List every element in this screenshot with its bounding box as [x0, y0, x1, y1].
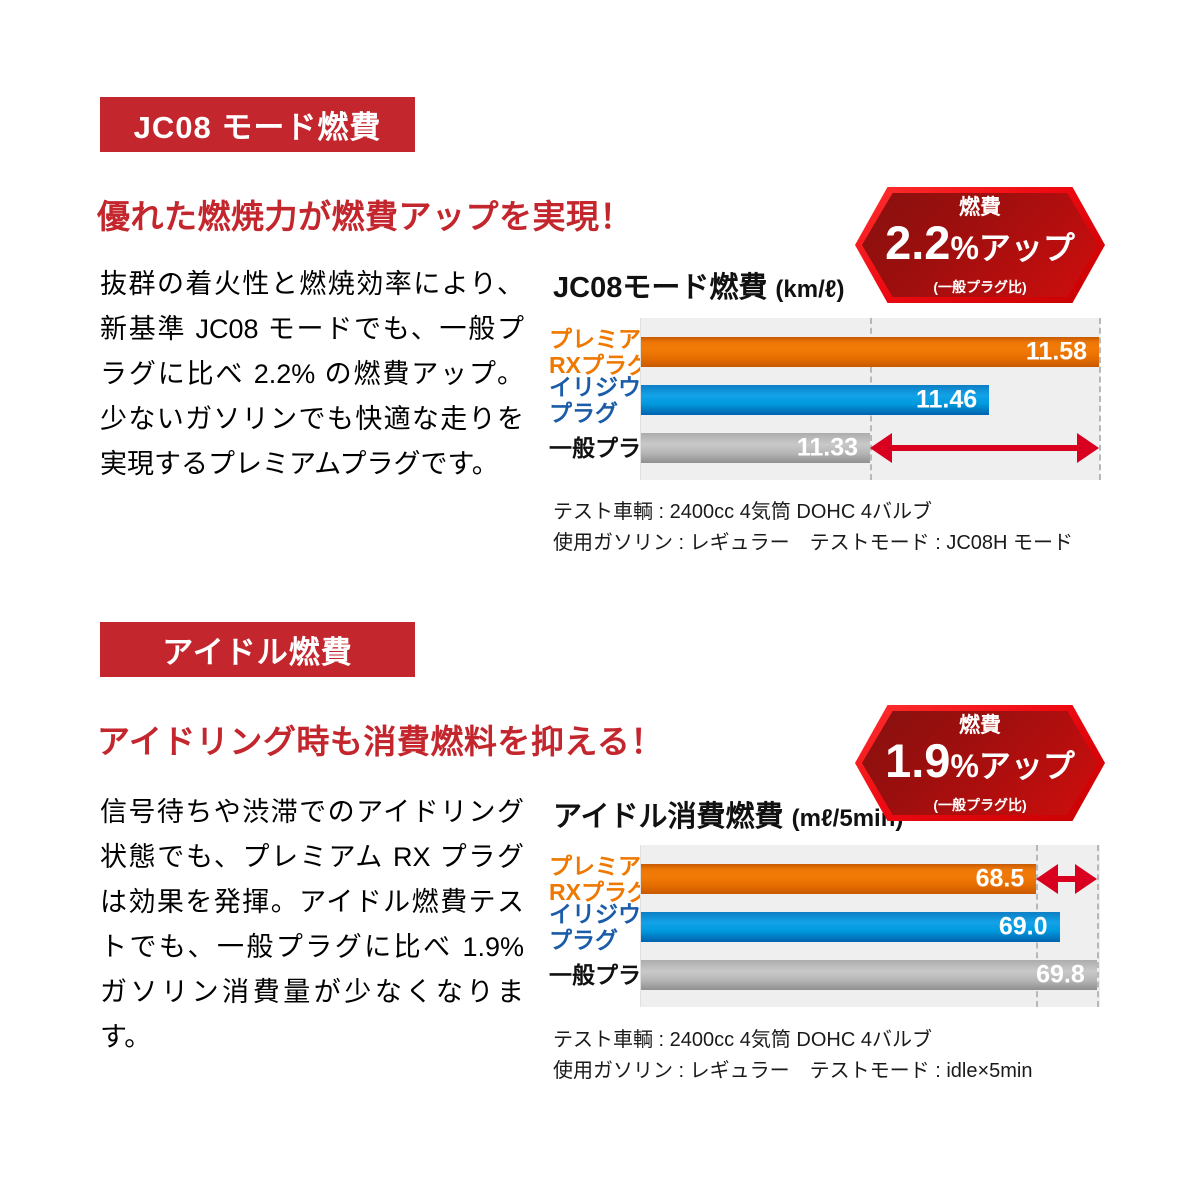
test-notes: テスト車輌 : 2400cc 4気筒 DOHC 4バルブ使用ガソリン : レギュ…: [553, 497, 1073, 559]
comparison-arrow-part: [1077, 433, 1100, 463]
bar-value: 11.33: [796, 433, 859, 462]
section-headline: 優れた燃焼力が燃費アップを実現！: [97, 198, 633, 235]
section-body-text: 信号待ちや渋滞でのアイドリング状態でも、プレミアム RX プラグは効果を発揮。ア…: [100, 797, 524, 1052]
fuel-up-badge: 燃費 1.9%アップ (一般プラグ比): [855, 705, 1105, 821]
section-headline: アイドリング時も消費燃料を抑える！: [97, 723, 664, 760]
bar-プレミアムRXプラグ: 11.58: [641, 337, 1100, 367]
comparison-arrow: [870, 433, 1100, 463]
bar-イリジウムプラグ: 69.0: [641, 912, 1060, 942]
bar-value: 11.58: [1025, 337, 1088, 366]
guide-line: [1099, 318, 1102, 480]
bar-一般プラグ: 69.8: [641, 960, 1097, 990]
comparison-arrow: [1036, 864, 1097, 894]
test-note-line: 使用ガソリン : レギュラー テストモード : JC08H モード: [553, 532, 1074, 554]
test-notes: テスト車輌 : 2400cc 4気筒 DOHC 4バルブ使用ガソリン : レギュ…: [553, 1025, 1033, 1087]
badge-percent-suffix: %アップ: [950, 747, 1075, 784]
badge-percent-value: 1.9: [885, 733, 951, 787]
test-note-line: 使用ガソリン : レギュラー テストモード : idle×5min: [553, 1060, 1033, 1082]
badge-note: (一般プラグ比): [933, 796, 1027, 813]
comparison-arrow-part: [870, 433, 893, 463]
badge-note: (一般プラグ比): [933, 278, 1027, 295]
section-banner-idle: アイドル燃費: [100, 622, 415, 677]
bar-イリジウムプラグ: 11.46: [641, 385, 990, 415]
bar-value: 11.46: [915, 385, 978, 414]
comparison-arrow-part: [1050, 876, 1083, 882]
bar-一般プラグ: 11.33: [641, 433, 871, 463]
section-body-text: 抜群の着火性と燃焼効率により、新基準 JC08 モードでも、一般プラグに比べ 2…: [100, 269, 524, 479]
bar-chart-labels: プレミアム RXプラグ イリジウム プラグ 一般プラグ: [549, 318, 664, 480]
fuel-up-badge: 燃費 2.2%アップ (一般プラグ比): [855, 187, 1105, 303]
badge-value-line: 2.2%アップ: [885, 215, 1075, 279]
test-note-line: テスト車輌 : 2400cc 4気筒 DOHC 4バルブ: [553, 1029, 932, 1051]
chart-unit: (km/ℓ): [775, 276, 845, 303]
bar-chart: 11.58 11.46 11.33: [640, 318, 1102, 480]
guide-line: [1096, 845, 1099, 1007]
bar-chart: 68.5 69.0 69.8: [640, 845, 1100, 1007]
comparison-arrow-part: [1074, 864, 1097, 894]
section-banner-jc08: JC08 モード燃費: [100, 97, 415, 152]
badge-label: 燃費: [959, 195, 1001, 219]
chart-title: アイドル消費燃費 (mℓ/5min): [553, 793, 903, 835]
bar-chart-labels: プレミアム RXプラグ イリジウム プラグ 一般プラグ: [549, 845, 664, 1007]
badge-label: 燃費: [959, 713, 1001, 737]
badge-percent-value: 2.2: [885, 215, 951, 269]
chart-title-text: JC08モード燃費: [553, 272, 776, 304]
fuel-up-badge-inner: 燃費 1.9%アップ (一般プラグ比): [862, 711, 1098, 815]
badge-value-line: 1.9%アップ: [885, 733, 1075, 797]
fuel-up-badge-inner: 燃費 2.2%アップ (一般プラグ比): [862, 193, 1098, 297]
badge-percent-suffix: %アップ: [950, 229, 1075, 266]
comparison-arrow-part: [884, 445, 1086, 451]
bar-value: 69.0: [998, 912, 1048, 941]
bar-value: 68.5: [975, 864, 1025, 893]
comparison-arrow-part: [1036, 864, 1059, 894]
chart-title: JC08モード燃費 (km/ℓ): [553, 264, 844, 306]
bar-value: 69.8: [1036, 960, 1085, 989]
bar-プレミアムRXプラグ: 68.5: [641, 864, 1037, 894]
test-note-line: テスト車輌 : 2400cc 4気筒 DOHC 4バルブ: [553, 501, 932, 523]
chart-title-text: アイドル消費燃費: [553, 801, 792, 833]
